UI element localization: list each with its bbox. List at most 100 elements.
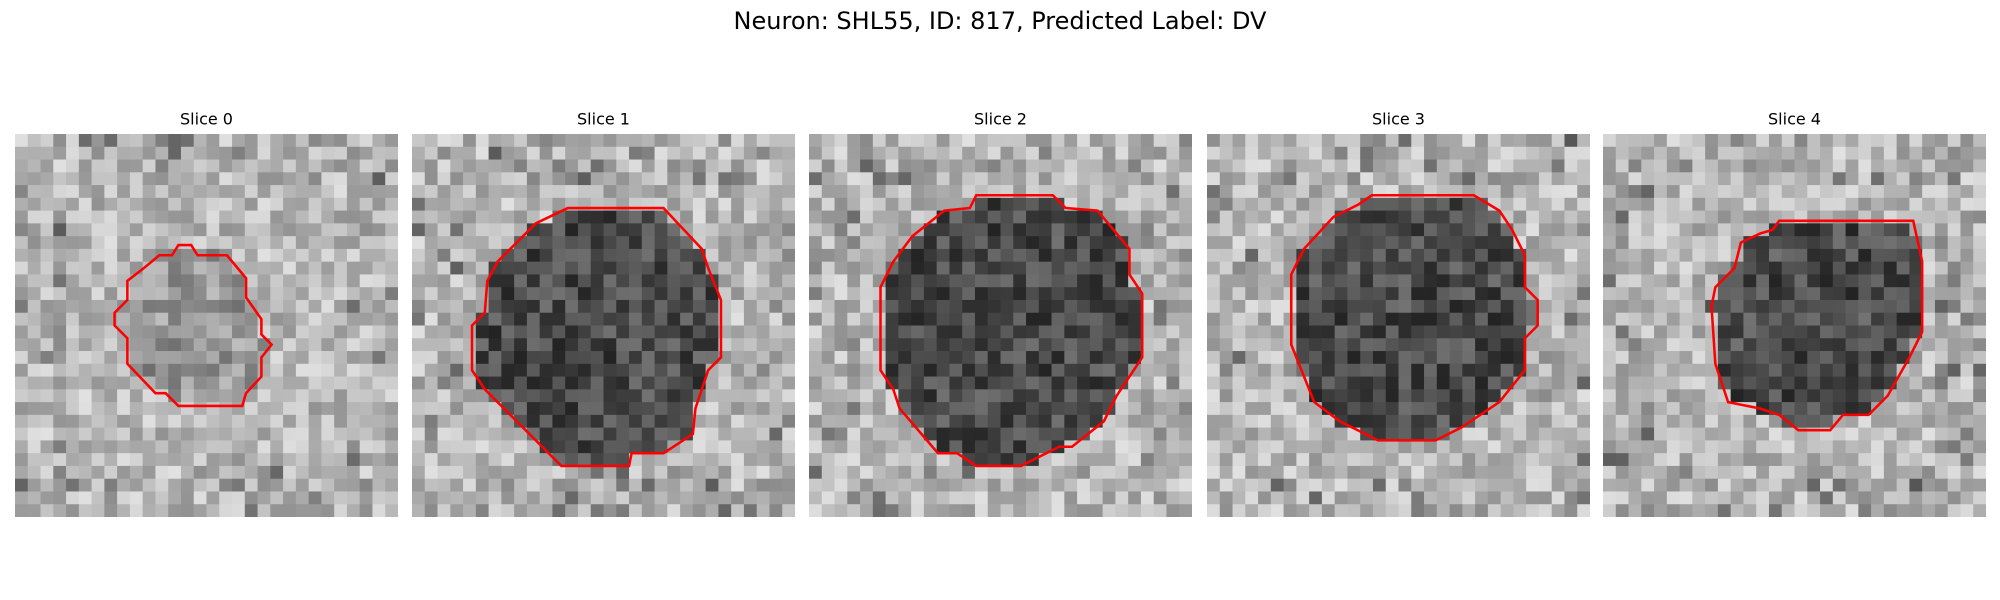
pixel <box>1564 197 1578 211</box>
pixel <box>782 427 795 441</box>
pixel <box>1947 172 1961 186</box>
pixel <box>1628 185 1642 199</box>
pixel <box>1820 274 1834 288</box>
pixel <box>603 236 617 250</box>
pixel <box>1089 351 1104 365</box>
pixel <box>1128 376 1142 390</box>
pixel <box>270 338 284 352</box>
pixel <box>1628 274 1642 288</box>
pixel <box>1334 338 1348 352</box>
pixel <box>321 440 335 454</box>
pixel <box>1960 274 1974 288</box>
pixel <box>1871 248 1885 263</box>
pixel <box>1436 389 1450 403</box>
pixel <box>1807 261 1821 275</box>
pixel <box>1102 363 1116 377</box>
pixel <box>821 402 835 416</box>
pixel <box>193 440 207 454</box>
pixel <box>1475 325 1489 339</box>
pixel <box>565 146 579 160</box>
pixel <box>155 146 169 160</box>
pixel <box>463 134 477 148</box>
pixel <box>142 172 156 186</box>
pixel <box>1321 465 1336 480</box>
pixel <box>1360 261 1374 275</box>
pixel <box>860 312 874 326</box>
pixel <box>155 338 169 352</box>
pixel <box>539 325 553 339</box>
pixel <box>1296 236 1310 250</box>
pixel <box>1947 414 1961 429</box>
pixel <box>1232 427 1246 441</box>
pixel <box>1794 376 1808 390</box>
pixel <box>821 453 835 467</box>
pixel <box>667 504 681 517</box>
pixel <box>1013 159 1027 173</box>
pixel <box>244 172 258 186</box>
pixel <box>898 363 912 377</box>
pixel <box>590 363 604 377</box>
pixel <box>1219 159 1233 173</box>
pixel <box>1666 287 1680 301</box>
pixel <box>168 274 182 288</box>
pixel <box>1089 172 1104 186</box>
pixel <box>1140 261 1155 275</box>
pixel <box>1179 338 1192 352</box>
pixel <box>1398 274 1412 288</box>
pixel <box>1628 236 1642 250</box>
pixel <box>244 414 258 429</box>
pixel <box>1781 146 1795 160</box>
pixel <box>1232 223 1246 237</box>
pixel <box>1756 287 1770 301</box>
pixel <box>1960 287 1974 301</box>
pixel <box>232 504 246 517</box>
pixel <box>782 376 795 390</box>
pixel <box>1360 363 1374 377</box>
pixel <box>1526 491 1540 505</box>
pixel <box>1296 478 1310 492</box>
pixel <box>475 299 489 314</box>
pixel <box>1038 223 1052 237</box>
pixel <box>514 197 528 211</box>
pixel <box>1564 376 1578 390</box>
pixel <box>603 427 617 441</box>
pixel <box>514 504 528 517</box>
pixel <box>680 363 694 377</box>
pixel <box>1768 491 1783 505</box>
pixel <box>1947 210 1961 224</box>
pixel <box>756 274 770 288</box>
pixel <box>911 453 925 467</box>
pixel <box>463 185 477 199</box>
pixel <box>872 453 886 467</box>
pixel <box>565 363 579 377</box>
pixel <box>1270 478 1284 492</box>
pixel <box>1270 440 1284 454</box>
pixel <box>1321 338 1336 352</box>
pixel <box>463 351 477 365</box>
pixel <box>1385 287 1399 301</box>
pixel <box>372 274 386 288</box>
pixel <box>385 453 398 467</box>
pixel <box>885 465 899 480</box>
pixel <box>1140 453 1155 467</box>
pixel <box>1564 414 1578 429</box>
pixel <box>1922 427 1936 441</box>
pixel <box>1436 172 1450 186</box>
pixel <box>821 312 835 326</box>
pixel <box>1411 504 1425 517</box>
pixel <box>769 325 783 339</box>
pixel <box>321 223 335 237</box>
pixel <box>1064 491 1078 505</box>
pixel <box>962 402 976 416</box>
pixel <box>1500 197 1514 211</box>
pixel <box>168 248 182 263</box>
pixel <box>1115 197 1129 211</box>
pixel <box>1820 312 1834 326</box>
pixel <box>168 223 182 237</box>
pixel <box>641 363 655 377</box>
pixel <box>385 223 398 237</box>
pixel <box>1909 491 1923 505</box>
pixel <box>1603 453 1617 467</box>
pixel <box>1538 159 1553 173</box>
pixel <box>514 465 528 480</box>
